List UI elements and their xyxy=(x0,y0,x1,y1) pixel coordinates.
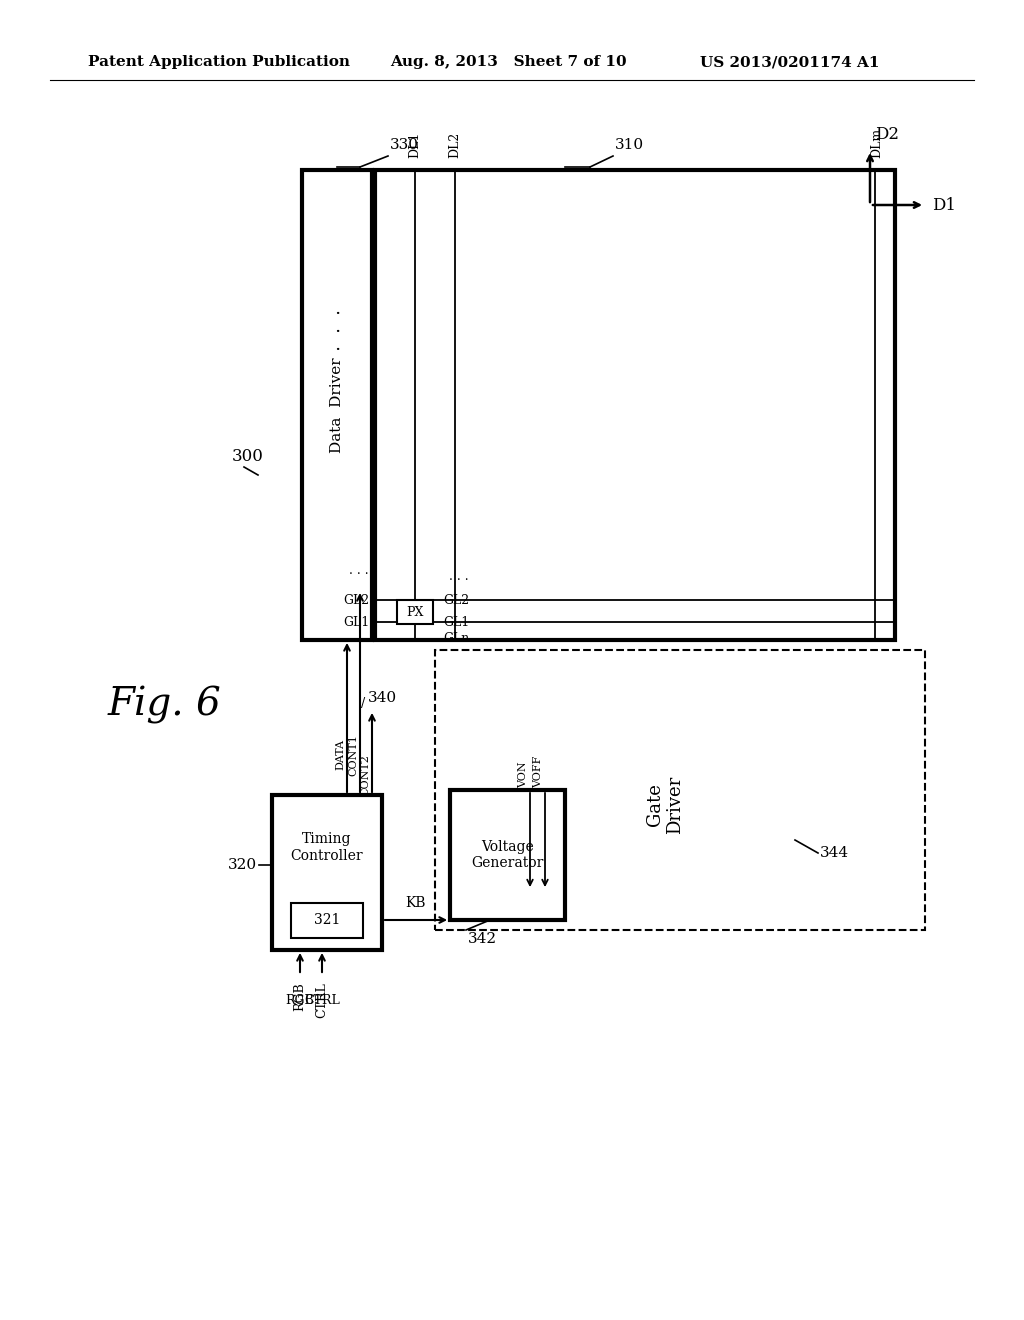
Text: Data  Driver: Data Driver xyxy=(330,358,344,453)
Bar xyxy=(435,649,925,931)
Text: 340: 340 xyxy=(368,690,397,705)
Text: Patent Application Publication: Patent Application Publication xyxy=(88,55,350,69)
Text: CTRL: CTRL xyxy=(304,994,340,1007)
Text: VON: VON xyxy=(518,762,528,788)
Text: GL2: GL2 xyxy=(442,594,469,606)
Bar xyxy=(475,719,855,890)
Text: CONT2: CONT2 xyxy=(360,754,370,796)
Text: 344: 344 xyxy=(820,846,849,861)
Text: GL1: GL1 xyxy=(442,615,469,628)
Text: 310: 310 xyxy=(615,139,644,152)
Text: GL2: GL2 xyxy=(343,594,369,606)
Text: .: . xyxy=(334,300,340,318)
Text: CTRL: CTRL xyxy=(315,982,329,1018)
Text: DL1: DL1 xyxy=(409,132,422,158)
Text: US 2013/0201174 A1: US 2013/0201174 A1 xyxy=(700,55,880,69)
Bar xyxy=(291,903,362,939)
Bar xyxy=(375,170,895,640)
Text: DATA: DATA xyxy=(335,739,345,771)
Bar xyxy=(302,170,372,640)
Text: PX: PX xyxy=(407,606,424,619)
Bar xyxy=(450,789,565,920)
Text: VOFF: VOFF xyxy=(534,755,543,788)
Text: 330: 330 xyxy=(390,139,419,152)
Text: Timing
Controller: Timing Controller xyxy=(291,833,364,862)
Text: 320: 320 xyxy=(228,858,257,873)
Text: KB: KB xyxy=(406,896,426,909)
Text: D1: D1 xyxy=(932,197,956,214)
Text: .: . xyxy=(334,318,340,337)
Text: .: . xyxy=(334,337,340,354)
Text: RGB: RGB xyxy=(294,982,306,1011)
Text: CONT1: CONT1 xyxy=(348,734,358,776)
Text: GLn: GLn xyxy=(442,631,469,644)
Text: 342: 342 xyxy=(468,932,497,946)
Text: Gate
Driver: Gate Driver xyxy=(645,776,684,834)
Text: /: / xyxy=(360,697,366,710)
Bar xyxy=(397,601,433,624)
Text: DL2: DL2 xyxy=(449,132,462,158)
Text: D2: D2 xyxy=(874,125,899,143)
Text: Fig. 6: Fig. 6 xyxy=(108,686,222,723)
Bar xyxy=(272,795,382,950)
Text: 321: 321 xyxy=(313,913,340,928)
Text: . . .: . . . xyxy=(349,564,369,577)
Text: DLm: DLm xyxy=(870,128,884,158)
Text: . . .: . . . xyxy=(450,570,469,583)
Text: RGB: RGB xyxy=(286,994,314,1007)
Text: Voltage
Generator: Voltage Generator xyxy=(471,840,544,870)
Text: 300: 300 xyxy=(232,447,264,465)
Text: GL1: GL1 xyxy=(343,615,369,628)
Text: Aug. 8, 2013   Sheet 7 of 10: Aug. 8, 2013 Sheet 7 of 10 xyxy=(390,55,627,69)
